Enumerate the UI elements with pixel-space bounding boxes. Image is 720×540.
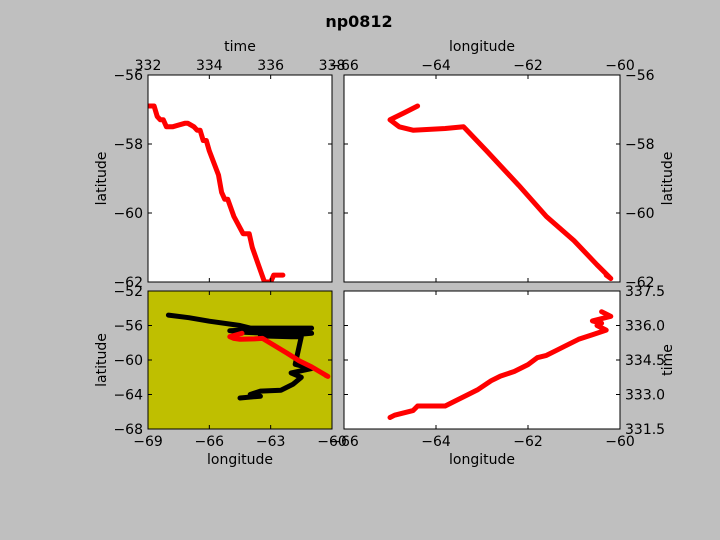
x-tick-label: −66 [195,434,225,450]
y-tick-label: −62 [625,275,655,291]
y-tick-label: 333.0 [625,388,665,404]
x-tick-label: −60 [605,58,635,74]
y-tick-label: −56 [113,68,143,84]
x-tick-label: 334 [196,58,223,74]
x-tick-label: 336 [257,58,284,74]
x-tick-label: −69 [133,434,163,450]
chart-longitude-latitude-map: −69 −66 −63 −60 −52 −56 −60 −64 −68 longitude lati… [94,284,347,468]
plot-frame [343,74,621,283]
series-line-0 [387,103,614,281]
x-tick-label: 332 [135,58,162,74]
x-tick-label: −63 [256,434,286,450]
y-axis-label: time [660,344,676,376]
y-tick-label: −64 [113,388,143,404]
y-tick-label: 336.0 [625,319,665,335]
series-line-0 [387,309,614,420]
y-tick-label: −52 [113,284,143,300]
series-line-1 [227,330,331,379]
series-line-0 [165,312,315,401]
chart-longitude-latitude: −66 −64 −62 −60−56−58−60−62longitudelatitud… [329,39,676,291]
y-tick-label: −58 [113,137,143,153]
plot-area [344,291,620,429]
chart-longitude-time: −66 −64 −62 −60 337.5 336.0 334.5 333.0 331.5 lon… [329,284,676,468]
x-axis-label: longitude [449,39,515,55]
x-tick-label: −66 [329,58,359,74]
x-tick-label: 338 [319,58,346,74]
x-axis-label: longitude [449,452,515,468]
y-tick-label: −60 [113,353,143,369]
charts: 332 334 336 338−56−58−60−62timelatitude−66−… [94,39,676,468]
plot-area [148,75,332,282]
y-tick-label: 337.5 [625,284,665,300]
y-tick-label: 331.5 [625,422,665,438]
plot-area [344,75,620,282]
y-tick-label: 334.5 [625,353,665,369]
x-tick-label: −60 [317,434,347,450]
x-tick-label: −60 [605,434,635,450]
x-axis-label: longitude [207,452,273,468]
y-tick-label: −68 [113,422,143,438]
plot-frame [147,74,333,283]
y-tick-label: −56 [625,68,655,84]
figure-title: np0812 [325,12,392,31]
x-axis-label: time [224,39,256,55]
x-tick-label: −62 [513,434,543,450]
y-axis-label: latitude [94,333,110,387]
x-tick-label: −66 [329,434,359,450]
series-line-0 [148,103,286,282]
x-tick-label: −64 [421,58,451,74]
y-tick-label: −60 [113,206,143,222]
y-tick-label: −62 [113,275,143,291]
plot-area [148,291,332,429]
y-axis-label: latitude [94,152,110,206]
y-tick-label: −58 [625,137,655,153]
chart-time-latitude: 332 334 336 338 −56 −58 −60 −62 time latitude [94,39,345,291]
x-tick-label: −64 [421,434,451,450]
y-tick-label: −56 [113,319,143,335]
y-axis-label: latitude [660,152,676,206]
x-tick-label: −62 [513,58,543,74]
y-tick-label: −60 [625,206,655,222]
